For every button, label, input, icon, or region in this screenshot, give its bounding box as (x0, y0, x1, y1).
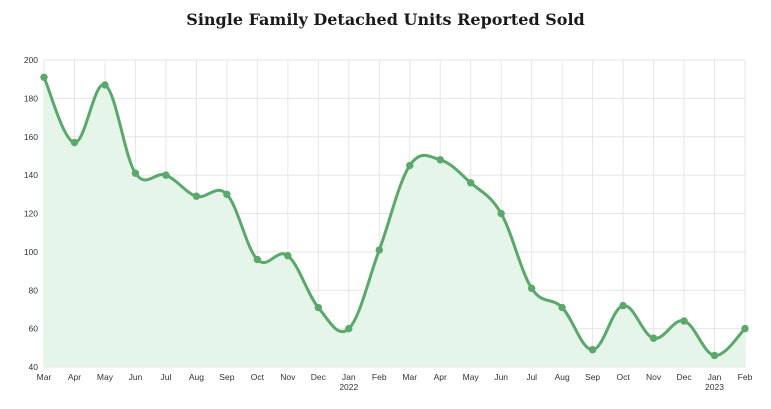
data-point (466, 179, 475, 187)
x-tick-label: Apr (434, 372, 447, 382)
y-tick-label: 60 (29, 324, 39, 334)
x-tick-label: May (463, 372, 480, 382)
x-axis-ticks: Mar Apr May Jun Jul Aug Sep Oct Nov Dec Jan2022Feb… (37, 372, 753, 392)
data-point (70, 138, 79, 147)
data-points (40, 73, 749, 360)
data-point (101, 81, 109, 89)
x-tick-label: Jan (342, 372, 356, 382)
data-point (527, 284, 536, 293)
y-tick-label: 120 (24, 209, 38, 219)
x-tick-label: Feb (738, 372, 753, 382)
y-tick-label: 80 (29, 285, 39, 295)
data-point (192, 192, 201, 200)
data-point (497, 209, 505, 218)
data-point (436, 156, 444, 164)
x-tick-label: Mar (37, 372, 52, 382)
x-tick-label: Nov (280, 372, 296, 382)
x-tick-label: May (97, 372, 114, 382)
x-tick-label: Dec (311, 372, 327, 382)
data-point (40, 73, 48, 81)
data-point (649, 334, 658, 342)
x-tick-label: Sep (219, 372, 234, 382)
x-tick-label: Oct (616, 372, 630, 382)
y-tick-label: 140 (24, 170, 38, 180)
x-tick-label: Dec (676, 372, 692, 382)
x-tick-label: Mar (402, 372, 417, 382)
y-tick-label: 160 (24, 132, 38, 142)
data-point (710, 351, 719, 360)
y-tick-label: 100 (24, 247, 38, 257)
y-tick-label: 180 (24, 93, 38, 103)
data-point (680, 317, 688, 325)
x-tick-label: Jul (160, 372, 171, 382)
data-point (345, 324, 353, 333)
y-tick-label: 40 (29, 362, 39, 372)
data-point (406, 161, 414, 170)
data-point (619, 301, 627, 310)
x-tick-label: Nov (646, 372, 662, 382)
x-tick-label: Jul (526, 372, 537, 382)
x-tick-label: Aug (555, 372, 570, 382)
data-point (162, 171, 170, 179)
x-tick-label: Jun (494, 372, 508, 382)
data-point (223, 190, 231, 199)
x-tick-label: Apr (68, 372, 81, 382)
x-tick-year-label: 2022 (339, 382, 358, 392)
data-point (314, 303, 323, 312)
x-tick-label: Sep (585, 372, 600, 382)
data-point (253, 255, 262, 264)
x-tick-label: Jun (129, 372, 143, 382)
data-point (375, 246, 383, 254)
data-point (131, 169, 140, 177)
x-tick-label: Feb (372, 372, 387, 382)
data-point (284, 252, 292, 260)
data-point (588, 346, 597, 354)
area-fill (44, 77, 745, 368)
x-tick-label: Oct (251, 372, 265, 382)
data-point (741, 324, 749, 333)
data-point (558, 303, 566, 312)
x-tick-label: Aug (189, 372, 204, 382)
x-tick-label: Jan (708, 372, 722, 382)
y-axis-ticks: 40 60 80 100 120 140 160 180 200 (24, 55, 38, 372)
chart-title: Single Family Detached Units Reported So… (186, 10, 585, 29)
x-tick-year-label: 2023 (705, 382, 724, 392)
y-tick-label: 200 (24, 55, 38, 65)
